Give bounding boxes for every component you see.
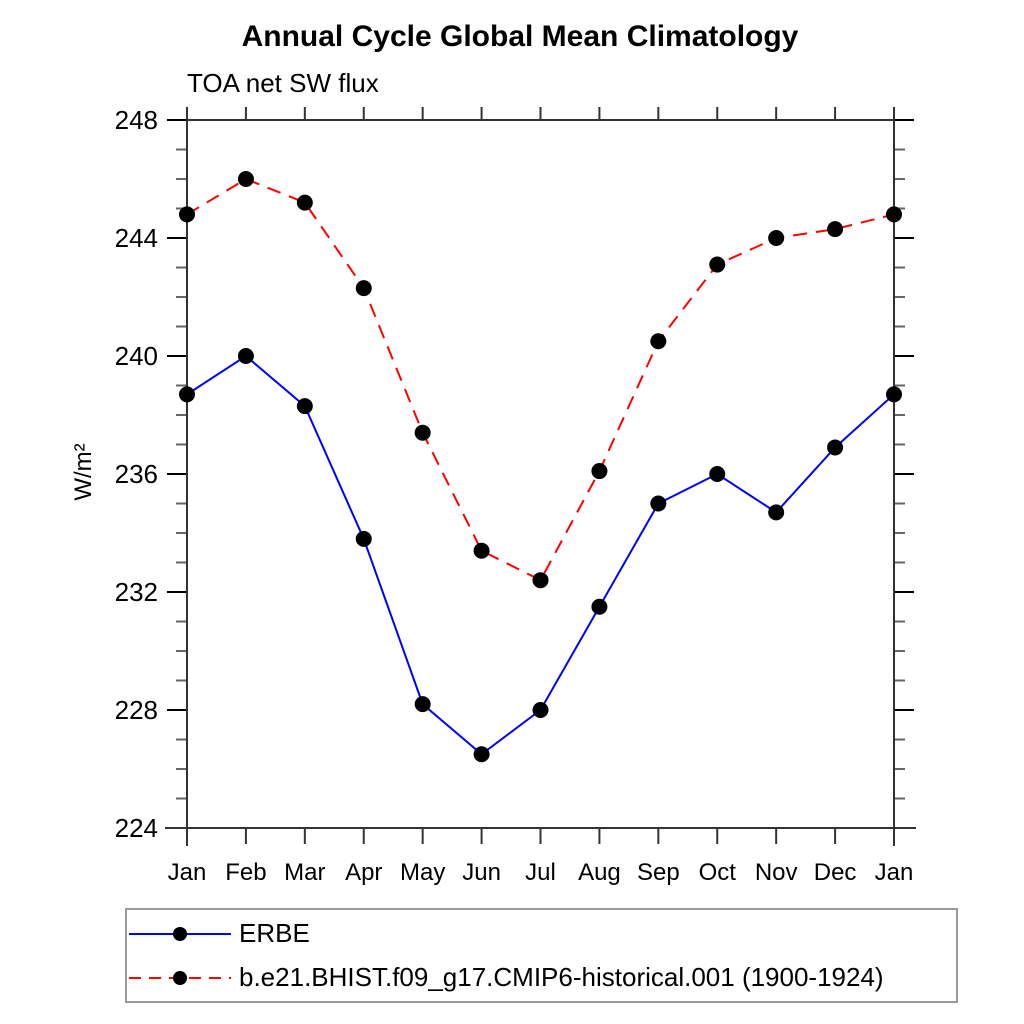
data-point bbox=[768, 230, 785, 246]
data-point bbox=[296, 398, 313, 415]
legend-row-model: b.e21.BHIST.f09_g17.CMIP6-historical.001… bbox=[127, 958, 956, 998]
data-point bbox=[886, 206, 902, 223]
x-tick-label: Feb bbox=[225, 859, 266, 886]
x-tick-label: Apr bbox=[345, 859, 382, 886]
data-point bbox=[591, 463, 608, 480]
legend: ERBE b.e21.BHIST.f09_g17.CMIP6-historica… bbox=[125, 908, 958, 1003]
legend-sample-line-dashed bbox=[129, 970, 231, 985]
data-point bbox=[591, 598, 608, 615]
data-point bbox=[886, 386, 902, 403]
legend-marker-erbe bbox=[173, 926, 187, 941]
plot-box bbox=[186, 119, 895, 829]
data-point bbox=[650, 333, 667, 350]
data-point bbox=[414, 696, 431, 713]
x-tick-label: Aug bbox=[578, 859, 621, 886]
chart-title: Annual Cycle Global Mean Climatology bbox=[241, 20, 799, 53]
series-line-1 bbox=[186, 177, 895, 582]
legend-label-erbe: ERBE bbox=[239, 918, 310, 948]
data-point bbox=[532, 572, 549, 589]
y-tick-label: 232 bbox=[115, 577, 158, 607]
y-tick-label: 236 bbox=[115, 459, 158, 489]
data-point bbox=[650, 495, 667, 512]
legend-row-erbe: ERBE bbox=[127, 914, 956, 954]
legend-marker-model bbox=[173, 970, 187, 985]
data-point bbox=[237, 171, 254, 187]
x-tick-label: Jun bbox=[462, 859, 501, 886]
y-tick-label: 240 bbox=[115, 341, 158, 371]
x-tick-label: Dec bbox=[814, 859, 857, 886]
x-tick-label: Jan bbox=[168, 859, 207, 886]
x-tick-label: Nov bbox=[755, 859, 798, 886]
data-point bbox=[296, 194, 313, 211]
data-point bbox=[709, 256, 726, 273]
data-point bbox=[179, 206, 195, 223]
series-line-0 bbox=[186, 354, 895, 756]
x-tick-label: Oct bbox=[699, 859, 737, 886]
chart-subtitle: TOA net SW flux bbox=[187, 68, 379, 98]
y-tick-label: 228 bbox=[115, 695, 158, 725]
x-tick-label: Jul bbox=[525, 859, 556, 886]
legend-label-model: b.e21.BHIST.f09_g17.CMIP6-historical.001… bbox=[239, 962, 884, 992]
legend-sample-line-solid bbox=[129, 926, 231, 941]
y-tick-label: 248 bbox=[115, 105, 158, 135]
data-point bbox=[827, 439, 844, 456]
data-point bbox=[827, 221, 844, 238]
data-point bbox=[179, 386, 195, 403]
data-point bbox=[355, 530, 372, 547]
data-point bbox=[532, 702, 549, 718]
data-point bbox=[355, 280, 372, 297]
data-point bbox=[473, 746, 490, 763]
y-tick-label: 224 bbox=[115, 813, 158, 843]
x-tick-label: May bbox=[400, 859, 445, 886]
data-point bbox=[709, 466, 726, 482]
data-point bbox=[414, 424, 431, 441]
data-point bbox=[473, 542, 490, 559]
data-point bbox=[237, 348, 254, 364]
x-tick-label: Sep bbox=[637, 859, 680, 886]
x-tick-label: Mar bbox=[284, 859, 325, 886]
y-tick-label: 244 bbox=[115, 223, 158, 253]
x-tick-label: Jan bbox=[875, 859, 914, 886]
data-point bbox=[768, 504, 785, 521]
